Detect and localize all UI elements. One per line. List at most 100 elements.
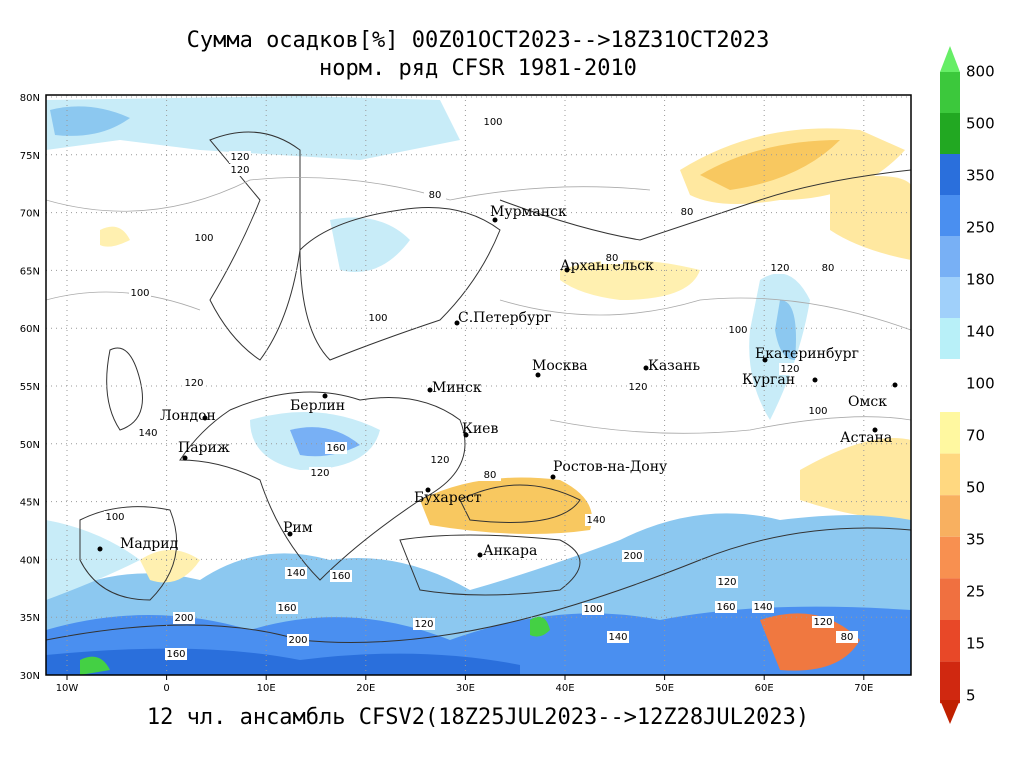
contour-label: 100 — [194, 233, 213, 244]
city-dot — [872, 427, 878, 433]
contour-label: 100 — [728, 325, 747, 336]
city-dot — [762, 357, 768, 363]
city-label: Астана — [840, 430, 892, 446]
contour-label: 80 — [484, 470, 497, 481]
lon-label: 70E — [854, 683, 873, 694]
colorbar-label: 500 — [966, 115, 995, 133]
city-dot — [477, 552, 483, 558]
contour-label-bg — [807, 405, 829, 417]
contour-label: 120 — [230, 165, 249, 176]
colorbar-label: 800 — [966, 63, 995, 81]
colorbar-cell — [940, 412, 960, 454]
city-dot — [535, 372, 541, 378]
contour-label-bg — [165, 648, 187, 660]
colorbar-cell — [940, 113, 960, 154]
city-dot — [492, 217, 498, 223]
city-label: С.Петербург — [458, 310, 552, 326]
contour-label-bg — [727, 324, 749, 336]
contour-label: 100 — [105, 512, 124, 523]
city-dot — [322, 393, 328, 399]
contour-label-bg — [601, 252, 623, 264]
colorbar-label: 15 — [966, 635, 985, 653]
city-label: Ростов-на-Дону — [553, 459, 668, 475]
contour-label: 120 — [813, 617, 832, 628]
contour-label-bg — [193, 232, 215, 244]
contour-label: 120 — [770, 263, 789, 274]
lon-label: 20E — [356, 683, 375, 694]
colorbar-cell — [940, 318, 960, 359]
city-label: Казань — [648, 358, 700, 374]
city-label: Берлин — [290, 398, 345, 414]
contour-label-bg — [413, 618, 435, 630]
contour-label: 160 — [277, 603, 296, 614]
contour-label-bg — [104, 511, 126, 523]
lon-label: 10E — [257, 683, 276, 694]
city-label: Бухарест — [414, 490, 482, 506]
city-label: Лондон — [160, 408, 216, 424]
map-frame — [45, 94, 912, 676]
lat-label: 30N — [20, 671, 40, 682]
colorbar-label: 100 — [966, 375, 995, 393]
contour-label-bg — [173, 612, 195, 624]
contour-label-bg — [607, 631, 629, 643]
contour-label: 100 — [808, 406, 827, 417]
contour-label-bg — [285, 567, 307, 579]
colorbar-cell — [940, 154, 960, 195]
contour-label-bg — [836, 631, 858, 643]
colorbar-label: 25 — [966, 583, 985, 601]
lon-label: 50E — [655, 683, 674, 694]
city-label: Киев — [462, 421, 498, 437]
contour-label-bg — [429, 454, 451, 466]
lat-label: 40N — [20, 555, 40, 566]
city-dot — [564, 267, 570, 273]
contour-label: 120 — [310, 468, 329, 479]
contour-label-bg — [482, 116, 504, 128]
colorbar-label: 35 — [966, 531, 985, 549]
contour-label-bg — [622, 550, 644, 562]
colorbar-cell — [940, 578, 960, 620]
city-label: Париж — [178, 440, 230, 456]
contour-label: 100 — [583, 604, 602, 615]
contour-label: 160 — [166, 649, 185, 660]
colorbar-label: 140 — [966, 323, 995, 341]
contour-label: 80 — [841, 632, 854, 643]
contour-label: 120 — [717, 577, 736, 588]
city-dot — [463, 432, 469, 438]
lon-label: 0 — [163, 683, 169, 694]
contour-label-bg — [716, 576, 738, 588]
overlay: Мурманск Архангельск С.Петербург Москва Каза… — [97, 116, 898, 660]
contour-label-bg — [309, 467, 331, 479]
contour-label-bg — [129, 287, 151, 299]
contour-label-bg — [812, 616, 834, 628]
colorbar-arrow — [940, 700, 960, 724]
contour-label: 200 — [623, 551, 642, 562]
contour-label-bg — [137, 427, 159, 439]
contour-label: 140 — [586, 515, 605, 526]
contour-label-bg — [367, 312, 389, 324]
contour-label: 160 — [716, 602, 735, 613]
contour-label: 80 — [822, 263, 835, 274]
city-label: Мурманск — [490, 204, 567, 220]
contour-label: 80 — [681, 207, 694, 218]
contour-label-bg — [325, 442, 347, 454]
city-label: Архангельск — [560, 258, 654, 274]
lat-label: 75N — [20, 151, 40, 162]
city-label: Анкара — [483, 543, 537, 559]
footer: 12 чл. ансамбль CFSV2(18Z25JUL2023-->12Z… — [147, 705, 809, 730]
contour-label: 100 — [368, 313, 387, 324]
city-label: Москва — [532, 358, 588, 374]
contour-label: 140 — [608, 632, 627, 643]
colorbar-label: 250 — [966, 219, 995, 237]
contour-label: 80 — [606, 253, 619, 264]
colorbar-label: 180 — [966, 271, 995, 289]
contour-label-bg — [424, 189, 446, 201]
lat-label: 65N — [20, 266, 40, 277]
contour-label: 140 — [138, 428, 157, 439]
contour-label: 120 — [430, 455, 449, 466]
lon-label: 30E — [456, 683, 475, 694]
colorbar-cell — [940, 277, 960, 318]
colorbar-arrow — [940, 46, 960, 72]
contour-label-bg — [229, 164, 251, 176]
contour-label: 120 — [230, 152, 249, 163]
